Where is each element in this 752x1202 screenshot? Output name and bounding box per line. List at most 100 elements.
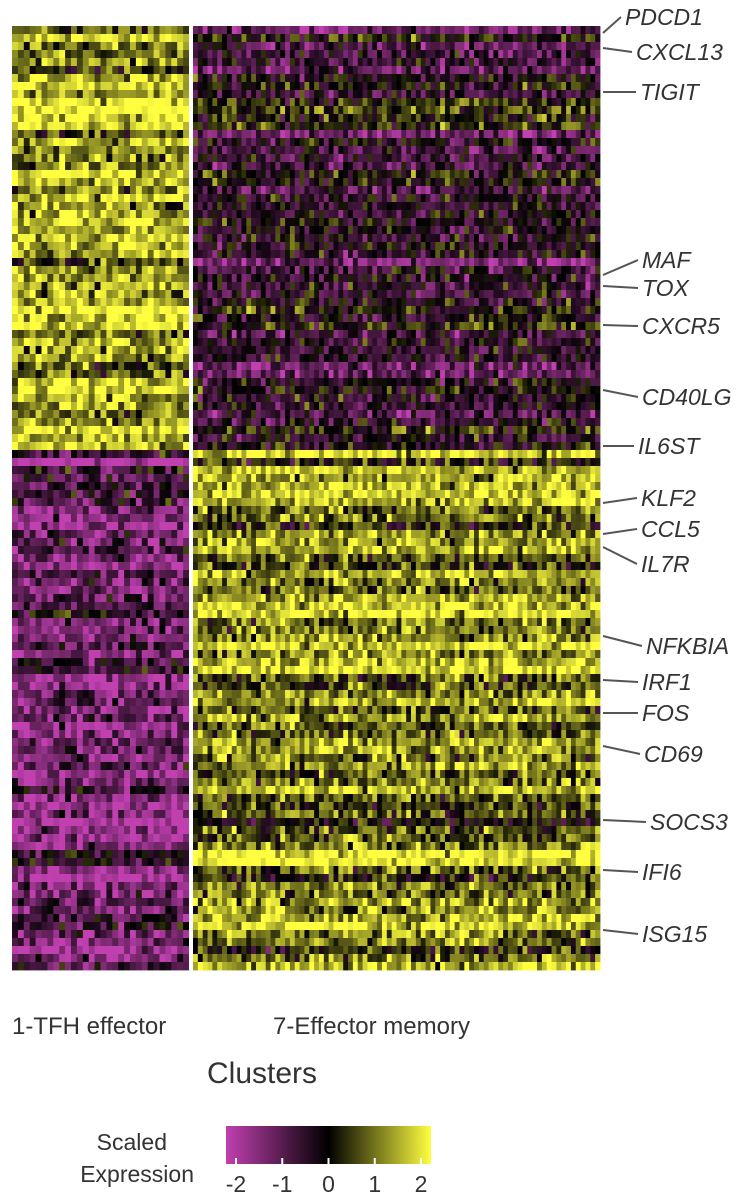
heatmap-cell — [112, 250, 119, 259]
heatmap-cell — [12, 122, 19, 131]
heatmap-cell — [59, 138, 66, 147]
heatmap-cell — [323, 346, 330, 355]
heatmap-cell — [100, 162, 107, 171]
heatmap-cell — [401, 42, 407, 51]
heatmap-cell — [546, 170, 552, 179]
heatmap-cell — [236, 178, 242, 187]
heatmap-cell — [147, 258, 154, 267]
heatmap-cell — [314, 314, 320, 323]
heatmap-cell — [177, 146, 184, 155]
heatmap-cell — [546, 106, 552, 115]
heatmap-cell — [522, 74, 528, 83]
heatmap-cell — [435, 146, 441, 155]
heatmap-cell — [71, 82, 78, 91]
heatmap-cell — [59, 98, 66, 107]
heatmap-cell — [53, 114, 60, 123]
heatmap-cell — [47, 58, 54, 67]
heatmap-cell — [241, 114, 247, 123]
heatmap-cell — [159, 354, 166, 363]
heatmap-cell — [265, 186, 271, 195]
heatmap-cell — [420, 250, 426, 259]
heatmap-cell — [401, 338, 407, 347]
heatmap-cell — [124, 98, 131, 107]
heatmap-cell — [159, 298, 166, 307]
heatmap-cell — [391, 178, 397, 187]
heatmap-cell — [391, 58, 397, 67]
heatmap-cell — [459, 194, 465, 203]
heatmap-cell — [118, 330, 125, 339]
heatmap-cell — [280, 322, 286, 331]
heatmap-cell — [357, 50, 363, 59]
heatmap-cell — [241, 370, 247, 379]
heatmap-cell — [498, 202, 504, 211]
heatmap-cell — [255, 194, 262, 203]
heatmap-cell — [401, 98, 407, 107]
heatmap-cell — [246, 250, 252, 259]
heatmap-cell — [386, 170, 393, 179]
heatmap-cell — [333, 66, 339, 75]
heatmap-cell — [260, 242, 267, 251]
heatmap-cell — [241, 258, 247, 267]
heatmap-cell — [406, 154, 412, 163]
heatmap-cell — [23, 290, 31, 299]
heatmap-cell — [270, 146, 276, 155]
heatmap-cell — [165, 138, 172, 147]
heatmap-cell — [112, 58, 119, 67]
heatmap-cell — [231, 234, 238, 243]
heatmap-cell — [357, 218, 363, 227]
heatmap-cell — [537, 210, 543, 219]
heatmap-cell — [532, 106, 538, 115]
heatmap-cell — [202, 258, 208, 267]
heatmap-cell — [522, 250, 528, 259]
heatmap-cell — [546, 34, 552, 43]
heatmap-cell — [440, 330, 446, 339]
heatmap-cell — [575, 138, 582, 147]
heatmap-cell — [130, 98, 137, 107]
heatmap-cell — [444, 194, 451, 203]
heatmap-cell — [444, 138, 451, 147]
heatmap-cell — [231, 354, 238, 363]
heatmap-cell — [17, 154, 25, 163]
heatmap-cell — [444, 66, 451, 75]
heatmap-cell — [299, 234, 305, 243]
heatmap-cell — [507, 130, 514, 139]
heatmap-cell — [575, 226, 582, 235]
heatmap-cell — [236, 146, 242, 155]
heatmap-cell — [318, 146, 325, 155]
heatmap-cell — [309, 58, 315, 67]
heatmap-cell — [171, 322, 178, 331]
heatmap-cell — [12, 74, 19, 83]
heatmap-cell — [338, 98, 344, 107]
heatmap-cell — [333, 146, 339, 155]
heatmap-cell — [532, 218, 538, 227]
heatmap-cell — [118, 298, 125, 307]
heatmap-cell — [469, 178, 475, 187]
heatmap-cell — [59, 130, 66, 139]
heatmap-cell — [147, 314, 154, 323]
heatmap-cell — [537, 298, 543, 307]
heatmap-cell — [444, 34, 451, 43]
heatmap-cell — [207, 298, 213, 307]
heatmap-cell — [304, 338, 310, 347]
heatmap-cell — [367, 170, 373, 179]
heatmap-cell — [217, 122, 223, 131]
heatmap-cell — [304, 146, 310, 155]
heatmap-cell — [420, 306, 426, 315]
heatmap-cell — [183, 298, 190, 307]
heatmap-cell — [260, 306, 267, 315]
heatmap-cell — [493, 274, 499, 283]
heatmap-cell — [323, 74, 330, 83]
heatmap-cell — [348, 330, 354, 339]
heatmap-cell — [299, 306, 305, 315]
heatmap-cell — [425, 178, 431, 187]
heatmap-cell — [130, 122, 137, 131]
heatmap-cell — [352, 266, 359, 275]
heatmap-cell — [498, 106, 504, 115]
heatmap-cell — [88, 282, 95, 291]
heatmap-cell — [171, 346, 178, 355]
heatmap-cell — [231, 258, 238, 267]
heatmap-cell — [260, 274, 267, 283]
heatmap-cell — [566, 354, 572, 363]
heatmap-cell — [570, 74, 577, 83]
heatmap-cell — [348, 98, 354, 107]
